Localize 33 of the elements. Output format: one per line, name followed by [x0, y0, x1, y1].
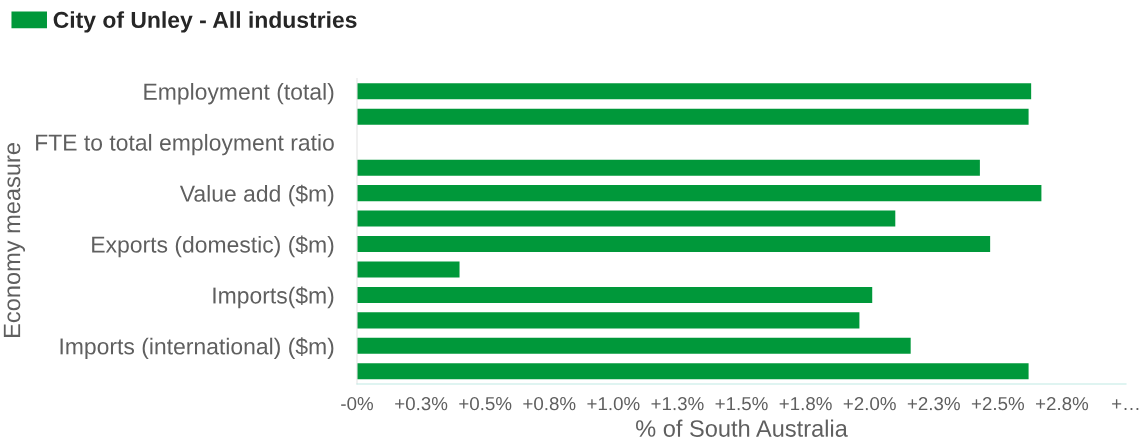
x-axis-title: % of South Australia: [636, 419, 848, 437]
x-tick-label: +1.8%: [779, 397, 832, 411]
y-tick-label: Value add ($m): [179, 184, 334, 207]
x-tick-label: +2.0%: [843, 397, 896, 411]
y-tick-label: Imports (international) ($m): [60, 337, 334, 360]
x-tick-label: +0.3%: [395, 397, 448, 411]
bar: [357, 83, 1032, 100]
bar: [357, 261, 460, 278]
bar: [357, 312, 860, 329]
bar: [357, 159, 980, 176]
y-tick-label: FTE to total employment ratio: [36, 133, 334, 156]
x-tick-label: +…: [1112, 399, 1139, 411]
y-tick-label: Exports (domestic) ($m): [92, 235, 334, 258]
x-tick-label: -0%: [341, 397, 374, 411]
x-tick-label: +2.8%: [1035, 397, 1089, 411]
bar: [357, 337, 911, 354]
x-tick-label: +1.5%: [715, 397, 768, 411]
x-tick-label: +0.8%: [523, 397, 576, 411]
bar: [357, 363, 1029, 380]
y-axis-title: Economy measure: [3, 143, 25, 337]
bar: [357, 236, 991, 253]
y-tick-label: Employment (total): [144, 83, 334, 105]
x-tick-label: +2.3%: [907, 397, 960, 411]
legend-label: City of Unley - All industries: [53, 11, 357, 33]
x-tick-label: +0.5%: [459, 397, 512, 411]
y-tick-label: Imports($m): [213, 286, 334, 309]
bar: [357, 286, 873, 303]
x-tick-label: +2.5%: [971, 397, 1025, 411]
bar: [357, 185, 1042, 202]
bar: [357, 210, 896, 227]
x-tick-label: +1.0%: [587, 397, 640, 411]
bar: [357, 108, 1029, 125]
x-tick-label: +1.3%: [651, 397, 704, 411]
